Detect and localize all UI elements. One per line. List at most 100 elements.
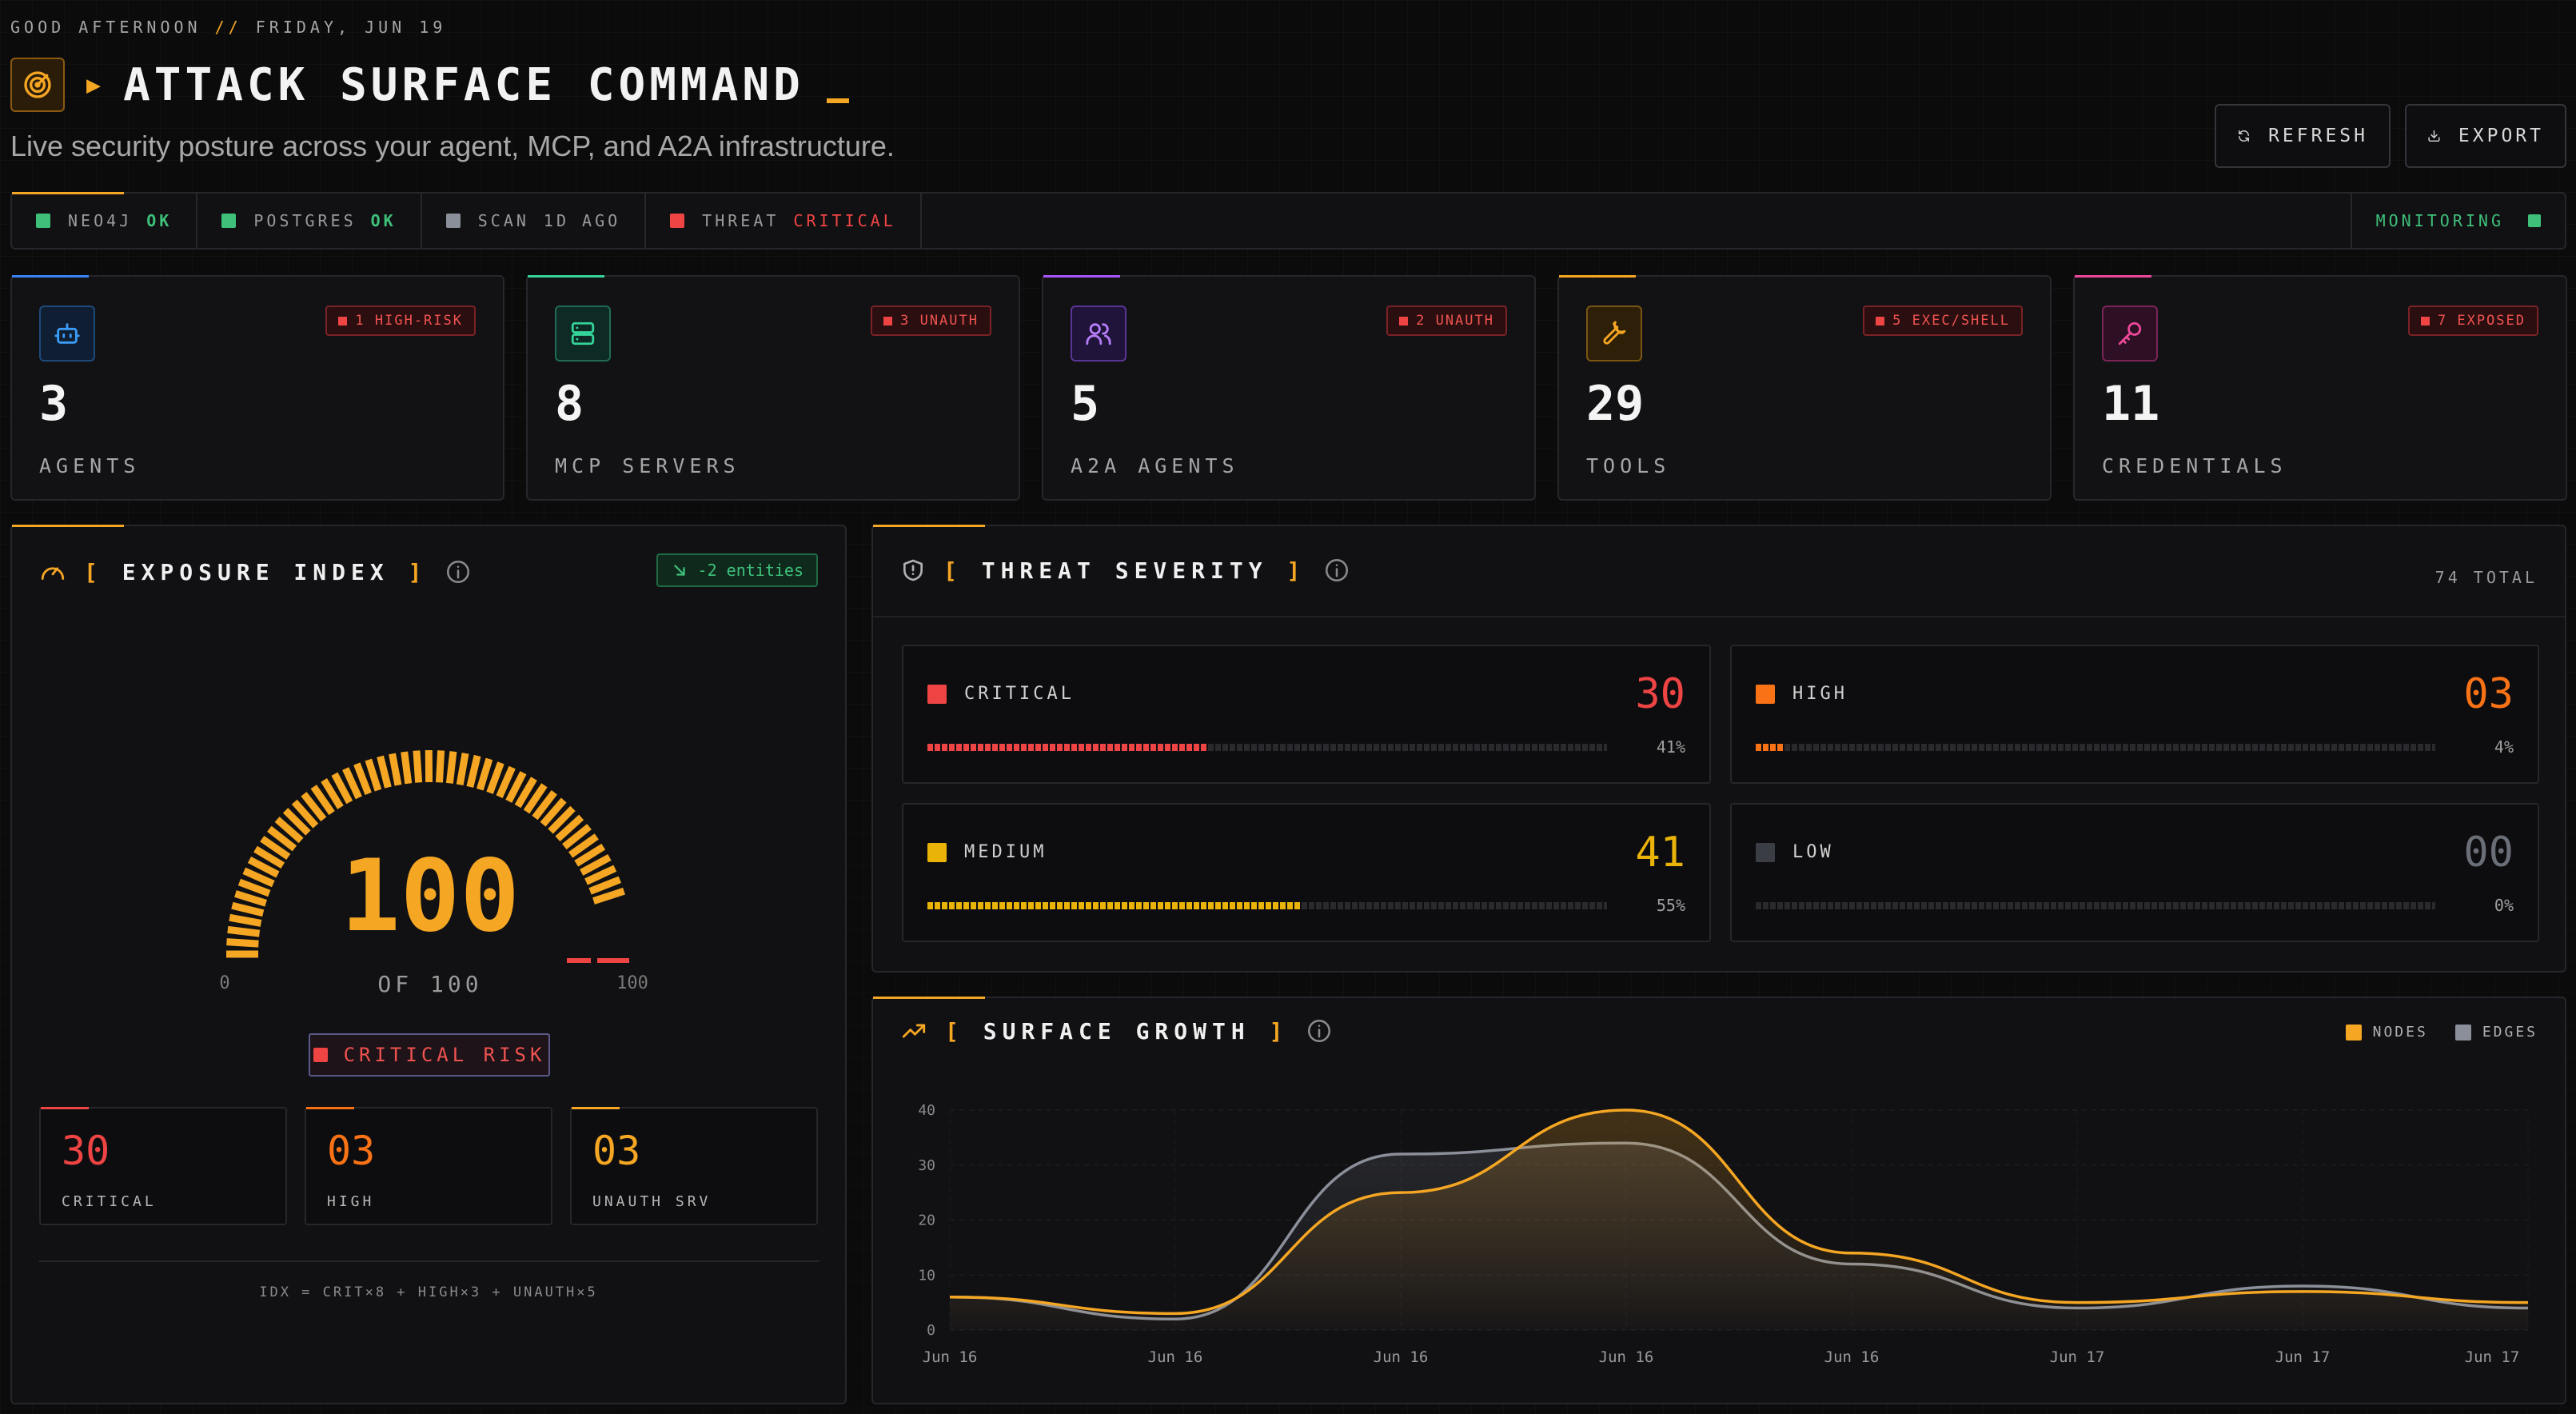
gauge-needle-marker [567,958,591,963]
gauge-tick [555,814,584,842]
trend-down-icon [673,565,685,576]
x-tick-label: Jun 17 [2050,1348,2105,1366]
gauge-tick [237,878,271,897]
stat-badge: 2 UNAUTH [1386,306,1507,336]
exposure-card-high: 03 HIGH [305,1107,552,1225]
exposure-card-label: UNAUTH SRV [592,1193,712,1210]
card-accent [1559,275,1636,278]
stat-value: 8 [555,376,584,432]
panel-accent [873,525,985,527]
status-value: 1D AGO [543,211,621,230]
gauge-tick [365,758,382,792]
gauge-tick [353,762,372,795]
stat-card-agents[interactable]: 1 HIGH-RISK 3 AGENTS [10,275,504,501]
stat-value: 5 [1071,376,1100,432]
severity-card-medium: MEDIUM 41 55% [902,803,1711,942]
gauge-tick [274,817,304,844]
y-tick-label: 40 [918,1102,935,1119]
info-icon[interactable] [1323,557,1350,584]
panel-title: SURFACE GROWTH [983,1017,1250,1045]
stat-card-mcp-servers[interactable]: 3 UNAUTH 8 MCP SERVERS [526,275,1020,501]
stat-card-tools[interactable]: 5 EXEC/SHELL 29 TOOLS [1557,275,2052,501]
download-icon [2428,130,2440,142]
gauge-tick [548,805,576,834]
badge-text: 7 EXPOSED [2437,313,2526,329]
info-icon[interactable] [1306,1017,1333,1045]
monitoring-dot [2528,214,2541,227]
threat-severity-panel: [ THREAT SEVERITY ] 74 TOTAL CRITICAL 30… [871,525,2566,973]
greeting-separator: // [214,18,242,37]
severity-square [927,685,947,704]
badge-text: 5 EXEC/SHELL [1892,313,2010,329]
surface-growth-chart: 0 10 20 30 40 Jun 16 Jun 16 Jun 16 Jun 16 Jun 16 J… [918,1102,2529,1366]
gauge-tick [514,777,537,809]
severity-bar-fill [1756,744,1783,751]
x-tick-label: Jun 16 [1824,1348,1880,1366]
severity-card-critical: CRITICAL 30 41% [902,645,1711,784]
badge-square [883,316,893,326]
legend-item-edges[interactable]: EDGES [2454,1024,2538,1041]
legend-item-nodes[interactable]: NODES [2345,1024,2428,1041]
status-value: OK [146,211,173,230]
badge-square [1399,316,1409,326]
delta-text: -2 entities [697,561,804,580]
card-accent [41,1107,89,1109]
gauge-tick [413,750,423,783]
gauge-tick [291,799,319,829]
exposure-card-label: HIGH [327,1193,375,1210]
gauge-tick [301,792,327,822]
card-accent [2075,275,2151,278]
status-postgres: POSTGRES OK [197,194,422,248]
series-area-nodes [950,1110,2528,1330]
severity-bar-track [1756,902,2435,909]
stat-card-credentials[interactable]: 7 EXPOSED 11 CREDENTIALS [2073,275,2567,501]
status-label: POSTGRES [253,211,357,230]
panel-accent [12,525,124,527]
gauge-tick [401,751,413,785]
gauge-tick [389,753,402,786]
severity-percent: 55% [1656,896,1685,915]
refresh-label: REFRESH [2268,126,2368,146]
gauge-tick [321,778,344,809]
badge-text: 2 UNAUTH [1416,313,1494,329]
stat-badge: 5 EXEC/SHELL [1863,306,2023,336]
radar-logo-icon [10,58,65,112]
legend-label: EDGES [2482,1024,2538,1041]
greeting-text: GOOD AFTERNOON [10,18,201,37]
status-indicator [445,214,461,228]
severity-name: MEDIUM [964,842,1047,862]
export-label: EXPORT [2458,126,2544,146]
x-tick-label: Jun 16 [1599,1348,1654,1366]
index-formula: IDX = CRIT×8 + HIGH×3 + UNAUTH×5 [259,1284,598,1300]
gauge-tick [456,753,469,786]
legend-swatch [2345,1024,2362,1041]
status-label: SCAN [477,211,529,230]
trending-up-icon [900,1017,927,1045]
severity-square [1756,843,1775,862]
card-accent [572,1107,620,1109]
page-title: ATTACK SURFACE COMMAND [123,58,804,111]
y-tick-label: 30 [918,1157,935,1174]
gauge-tick [267,825,297,852]
severity-square [1756,685,1775,704]
divider [873,616,2565,617]
gauge-tick [568,833,599,858]
refresh-button[interactable]: REFRESH [2215,104,2391,168]
y-tick-label: 20 [918,1212,935,1229]
stat-label: A2A AGENTS [1071,454,1239,477]
panel-header: [ SURFACE GROWTH ] [900,1017,1333,1045]
status-bar: NEO4J OK POSTGRES OK SCAN 1D AGO THREAT … [10,192,2566,250]
gauge-score: 100 [341,839,520,954]
stat-value: 11 [2102,376,2160,432]
monitoring-indicator: MONITORING [2350,194,2565,248]
bot-icon [39,306,95,361]
info-icon[interactable] [445,558,472,585]
gauge-tick [588,876,621,895]
stat-card-a2a-agents[interactable]: 2 UNAUTH 5 A2A AGENTS [1042,275,1536,501]
gauge-tick [331,772,353,805]
exposure-card-unauth-srv: 03 UNAUTH SRV [570,1107,818,1225]
export-button[interactable]: EXPORT [2405,104,2566,168]
greeting: GOOD AFTERNOON // FRIDAY, JUN 19 [10,18,446,37]
gauge-tick [377,755,392,789]
server-icon [555,306,611,361]
